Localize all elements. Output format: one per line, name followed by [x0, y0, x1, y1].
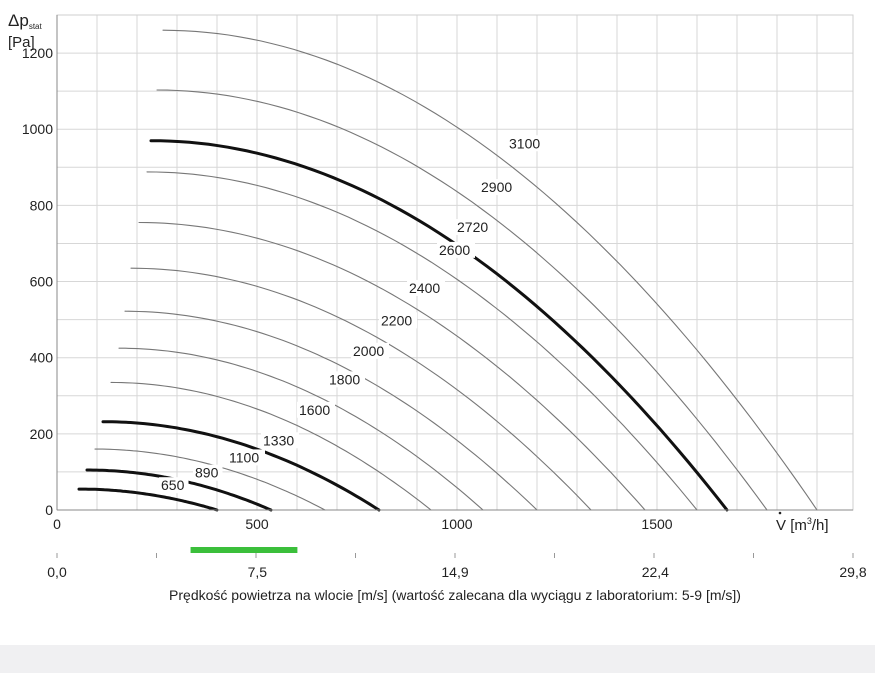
y-tick-label: 400 [30, 350, 54, 366]
y-axis-title: Δpstat [8, 11, 42, 31]
curve-label-1330: 1330 [263, 432, 294, 448]
x-axis-unit-pre: [m [790, 517, 807, 534]
curve-2720 [149, 139, 729, 512]
velocity-tick-label: 22,4 [642, 564, 669, 580]
curve-label-bg-2200 [379, 312, 417, 329]
y-tick-label: 1200 [22, 45, 53, 61]
x-axis-title: V [m3/h] [776, 516, 829, 534]
curve-2200 [130, 267, 592, 511]
footer-band [0, 645, 875, 673]
axes [56, 15, 853, 511]
curve-label-bg-890 [193, 464, 223, 481]
curve-label-2600: 2600 [439, 242, 470, 258]
curve-1100 [94, 448, 326, 511]
curve-label-bg-1600 [297, 401, 335, 418]
curve-label-bg-1100 [227, 449, 265, 466]
y-tick-label: 800 [30, 197, 54, 213]
y-axis-title-sub: stat [29, 22, 43, 31]
x-axis-title-main: V [776, 517, 786, 534]
y-tick-label: 0 [45, 502, 53, 518]
curve-label-bg-2600 [437, 241, 475, 258]
x-tick-label: 1000 [441, 516, 472, 532]
recommended-velocity-range-bar [190, 547, 298, 553]
curve-2600 [146, 171, 698, 511]
grid-lines [56, 14, 854, 511]
y-axis-title-main: Δp [8, 11, 29, 30]
y-tick-label: 600 [30, 274, 54, 290]
tick-labels: 0 500 1000 1500 0 200 400 600 800 1000 1200 [22, 45, 673, 532]
curve-label-890: 890 [195, 465, 219, 481]
fan-characteristic-chart: 650 890 1100 1330 1600 1800 2000 2200 2400 2600 27… [8, 11, 867, 603]
curve-1330 [101, 420, 381, 512]
curve-2900 [156, 89, 768, 511]
curve-label-bg-650 [159, 477, 189, 494]
curve-label-bg-2400 [407, 279, 445, 296]
x-axis-title-dot [778, 511, 782, 515]
curve-label-2400: 2400 [409, 280, 440, 296]
curve-label-1600: 1600 [299, 402, 330, 418]
curve-label-2720: 2720 [457, 219, 488, 235]
y-tick-label: 200 [30, 426, 54, 442]
curve-label-2900: 2900 [481, 179, 512, 195]
velocity-tick-label: 0,0 [47, 564, 67, 580]
curve-2400 [138, 221, 646, 511]
plot-border [56, 14, 854, 511]
curve-1600 [110, 381, 432, 511]
x-tick-label: 0 [53, 516, 61, 532]
curve-label-2200: 2200 [381, 312, 412, 328]
curve-label-bg-2000 [351, 342, 389, 359]
y-axis-unit: [Pa] [8, 34, 35, 51]
velocity-tick-label: 7,5 [248, 564, 268, 580]
curve-label-bg-1330 [261, 432, 299, 449]
curve-650 [77, 487, 219, 512]
velocity-axis-title: Prędkość powietrza na wlocie [m/s] (wart… [169, 587, 741, 603]
curve-1800 [118, 347, 484, 511]
y-tick-label: 1000 [22, 121, 53, 137]
curve-2000 [124, 310, 538, 511]
curve-label-bg-2900 [479, 179, 517, 196]
x-tick-label: 1500 [641, 516, 672, 532]
curve-label-1100: 1100 [229, 449, 259, 465]
curve-label-1800: 1800 [329, 371, 360, 387]
velocity-axis: 0,0 7,5 14,9 22,4 29,8 [47, 553, 867, 580]
curve-label-bg-1800 [327, 371, 365, 388]
x-axis-unit-sup: 3 [807, 516, 812, 526]
velocity-tick-label: 14,9 [441, 564, 468, 580]
curve-label-3100: 3100 [509, 135, 540, 151]
curve-label-650: 650 [161, 477, 185, 493]
curve-3100 [162, 29, 818, 511]
curve-label-bg-2720 [455, 219, 493, 236]
chart-svg: 6508901100133016001800200022002400260027… [8, 11, 867, 603]
curve-label-2000: 2000 [353, 343, 384, 359]
curve-label-bg-3100 [507, 135, 545, 152]
x-tick-label: 500 [245, 516, 269, 532]
curves [77, 29, 818, 512]
velocity-tick-label: 29,8 [839, 564, 866, 580]
x-axis-unit-post: /h] [812, 517, 829, 534]
